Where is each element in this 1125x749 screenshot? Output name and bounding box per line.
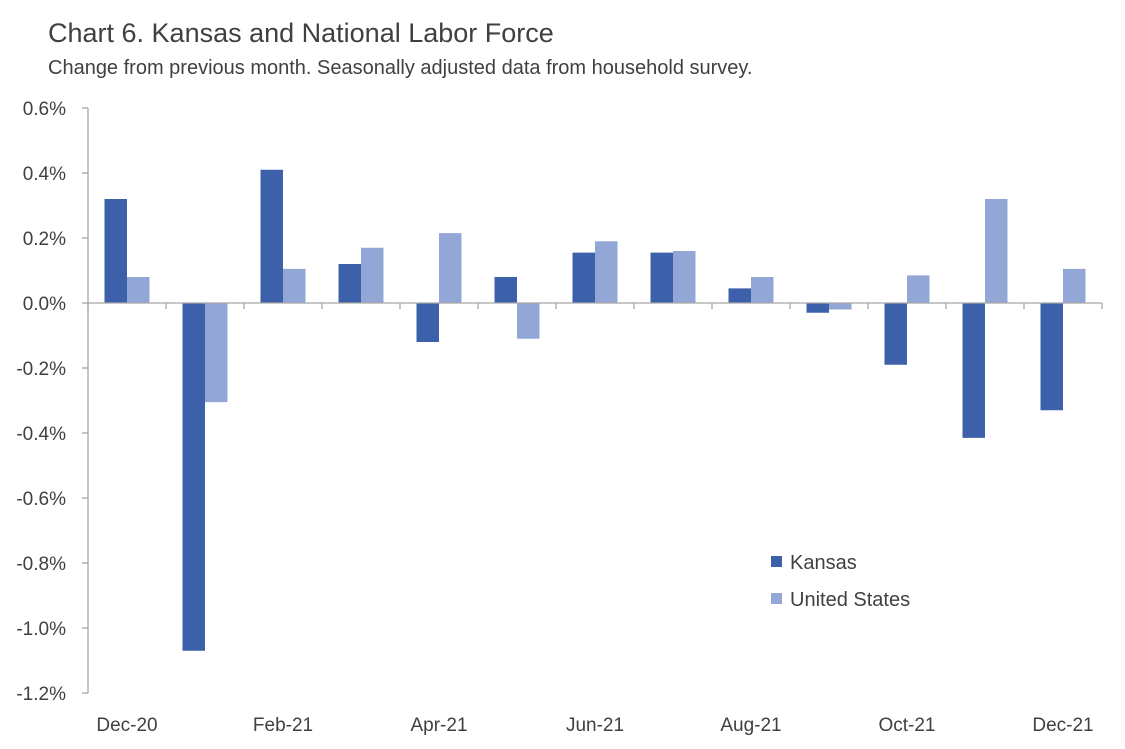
legend-label-united-states: United States bbox=[790, 589, 910, 611]
bar-kansas-apr-21 bbox=[416, 303, 439, 342]
bar-united-states-nov-21 bbox=[985, 199, 1008, 303]
bar-united-states-dec-21 bbox=[1063, 268, 1086, 304]
x-tick-label: Dec-20 bbox=[96, 715, 157, 736]
bar-united-states-jan-21 bbox=[205, 303, 228, 403]
bar-united-states-apr-21 bbox=[439, 233, 462, 304]
bar-united-states-oct-21 bbox=[907, 275, 930, 304]
bar-kansas-dec-21 bbox=[1040, 303, 1063, 411]
bar-united-states-mar-21 bbox=[361, 247, 384, 303]
bar-kansas-mar-21 bbox=[338, 264, 361, 303]
bar-kansas-may-21 bbox=[494, 277, 517, 303]
x-tick-label: Dec-21 bbox=[1032, 715, 1093, 736]
legend-swatch-kansas bbox=[771, 556, 782, 567]
bar-kansas-sep-21 bbox=[806, 303, 829, 313]
legend-label-kansas: Kansas bbox=[790, 552, 857, 574]
legend-swatch-united-states bbox=[771, 593, 782, 604]
chart-title: Chart 6. Kansas and National Labor Force bbox=[48, 18, 554, 48]
bar-kansas-nov-21 bbox=[962, 303, 985, 438]
bar-united-states-jul-21 bbox=[673, 251, 696, 303]
bar-united-states-sep-21 bbox=[829, 303, 852, 310]
y-tick-label: -0.8% bbox=[16, 554, 66, 575]
y-tick-label: 0.4% bbox=[23, 164, 66, 185]
y-tick-label: 0.2% bbox=[23, 229, 66, 250]
bar-united-states-dec-20 bbox=[127, 277, 150, 303]
y-tick-label: -1.2% bbox=[16, 684, 66, 705]
bar-kansas-feb-21 bbox=[260, 169, 283, 303]
y-tick-label: -0.4% bbox=[16, 424, 66, 445]
bar-united-states-aug-21 bbox=[751, 277, 774, 303]
x-axis: Dec-20 Feb-21 Apr-21 Jun-21 Aug-21 Oct-21 Dec-… bbox=[87, 302, 1103, 736]
x-tick-label: Oct-21 bbox=[878, 715, 935, 736]
x-tick-label: Jun-21 bbox=[566, 715, 624, 736]
y-tick-label: 0.6% bbox=[23, 99, 66, 120]
y-tick-label: 0.0% bbox=[23, 294, 66, 315]
bar-kansas-jul-21 bbox=[650, 252, 673, 304]
bars bbox=[104, 169, 1086, 651]
legend: Kansas United States bbox=[771, 552, 910, 611]
bar-kansas-jun-21 bbox=[572, 252, 595, 304]
bar-kansas-dec-20 bbox=[104, 199, 127, 303]
x-tick-label: Feb-21 bbox=[253, 715, 313, 736]
y-tick-label: -0.2% bbox=[16, 359, 66, 380]
bar-united-states-may-21 bbox=[517, 303, 540, 339]
y-tick-label: -0.6% bbox=[16, 489, 66, 510]
bar-united-states-jun-21 bbox=[595, 241, 618, 303]
bar-kansas-jan-21 bbox=[182, 303, 205, 651]
x-tick-label: Aug-21 bbox=[720, 715, 781, 736]
y-tick-label: -1.0% bbox=[16, 619, 66, 640]
bar-kansas-aug-21 bbox=[728, 288, 751, 304]
bar-united-states-feb-21 bbox=[283, 268, 306, 304]
bar-kansas-oct-21 bbox=[884, 303, 907, 365]
chart-subtitle: Change from previous month. Seasonally a… bbox=[48, 57, 753, 79]
x-tick-label: Apr-21 bbox=[410, 715, 467, 736]
y-axis: 0.6% 0.4% 0.2% 0.0% -0.2% -0.4% -0.6% -0.8% -1.0… bbox=[16, 99, 89, 705]
